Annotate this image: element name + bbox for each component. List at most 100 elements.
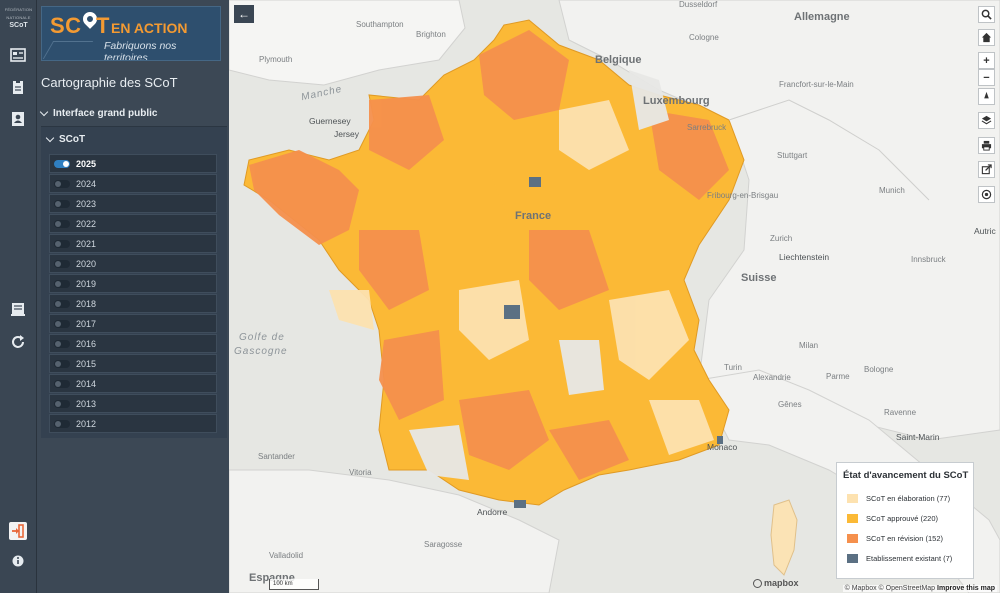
toggle-switch[interactable] xyxy=(54,399,70,408)
map-view[interactable]: ← Allemagne Belgique Luxembourg France S… xyxy=(229,0,1000,593)
label-city: Parme xyxy=(826,372,850,381)
label-guernesey: Guernesey xyxy=(309,116,351,126)
toggle-switch[interactable] xyxy=(54,219,70,228)
label-france: France xyxy=(515,210,552,222)
search-icon[interactable] xyxy=(978,6,995,23)
dashboard-icon[interactable] xyxy=(9,46,27,64)
mapbox-logo-icon xyxy=(753,578,762,588)
label-allemagne: Allemagne xyxy=(794,11,850,23)
section-interface-grand-public[interactable]: Interface grand public xyxy=(39,107,158,119)
year-toggle-2019[interactable]: 2019 xyxy=(49,274,217,293)
year-toggle-2016[interactable]: 2016 xyxy=(49,334,217,353)
label-autriche: Autric xyxy=(974,226,996,236)
side-panel: SC T EN ACTION Fabriquons nos territoire… xyxy=(37,0,229,593)
toggle-switch[interactable] xyxy=(54,239,70,248)
toggle-switch[interactable] xyxy=(54,299,70,308)
logo-text-sc: SC xyxy=(50,13,82,38)
document-icon[interactable] xyxy=(9,300,27,318)
back-arrow-button[interactable]: ← xyxy=(234,5,254,23)
toggle-switch[interactable] xyxy=(54,159,70,168)
print-icon[interactable] xyxy=(978,137,995,154)
legend-label: SCoT en révision (152) xyxy=(866,534,943,543)
year-label: 2012 xyxy=(76,418,97,429)
year-toggle-2015[interactable]: 2015 xyxy=(49,354,217,373)
zoom-out-icon[interactable]: − xyxy=(978,69,995,86)
year-toggle-2024[interactable]: 2024 xyxy=(49,174,217,193)
layers-icon[interactable] xyxy=(978,112,995,129)
year-toggle-2014[interactable]: 2014 xyxy=(49,374,217,393)
year-label: 2017 xyxy=(76,318,97,329)
label-city: Southampton xyxy=(356,20,404,29)
target-icon[interactable] xyxy=(978,186,995,203)
toggle-switch[interactable] xyxy=(54,419,70,428)
year-label: 2018 xyxy=(76,298,97,309)
section-label: Interface grand public xyxy=(53,108,158,119)
toggle-switch[interactable] xyxy=(54,279,70,288)
label-city: Vitoria xyxy=(349,468,372,477)
year-toggle-2023[interactable]: 2023 xyxy=(49,194,217,213)
compass-icon[interactable] xyxy=(978,88,995,105)
label-luxembourg: Luxembourg xyxy=(643,95,710,107)
label-city: Milan xyxy=(799,341,819,350)
year-toggle-2012[interactable]: 2012 xyxy=(49,414,217,433)
label-city: Francfort-sur-le-Main xyxy=(779,80,854,89)
subsection-label: SCoT xyxy=(59,134,86,145)
toggle-switch[interactable] xyxy=(54,339,70,348)
label-suisse: Suisse xyxy=(741,272,777,284)
zoom-in-icon[interactable]: + xyxy=(978,52,995,69)
year-toggle-2017[interactable]: 2017 xyxy=(49,314,217,333)
map-attribution: © Mapbox © OpenStreetMap Improve this ma… xyxy=(842,585,997,592)
toggle-switch[interactable] xyxy=(54,179,70,188)
label-city: Innsbruck xyxy=(911,255,946,264)
clipboard-icon[interactable] xyxy=(9,78,27,96)
logout-icon[interactable] xyxy=(9,522,27,540)
label-gascogne: Gascogne xyxy=(234,346,288,357)
label-city: Fribourg-en-Brisgau xyxy=(707,191,779,200)
toggle-switch[interactable] xyxy=(54,319,70,328)
share-icon[interactable] xyxy=(978,161,995,178)
legend-swatch xyxy=(847,514,858,523)
year-toggle-2013[interactable]: 2013 xyxy=(49,394,217,413)
year-toggle-2018[interactable]: 2018 xyxy=(49,294,217,313)
scot-subsection: SCoT 2025 2024 2023 2022 2021 2020 2019 2018 201… xyxy=(41,126,227,438)
scale-bar: 100 km xyxy=(269,579,319,590)
toggle-switch[interactable] xyxy=(54,259,70,268)
label-city: Brighton xyxy=(416,30,446,39)
improve-map-link[interactable]: Improve this map xyxy=(937,585,995,592)
refresh-icon[interactable] xyxy=(9,333,27,351)
year-label: 2013 xyxy=(76,398,97,409)
subsection-scot-header[interactable]: SCoT xyxy=(45,133,86,145)
legend-label: Etablissement existant (7) xyxy=(866,554,953,563)
year-label: 2015 xyxy=(76,358,97,369)
legend-item: SCoT en révision (152) xyxy=(847,534,943,543)
legend-item: Etablissement existant (7) xyxy=(847,554,952,563)
year-toggle-2022[interactable]: 2022 xyxy=(49,214,217,233)
toggle-switch[interactable] xyxy=(54,359,70,368)
map-legend: État d'avancement du SCoT SCoT en élabor… xyxy=(836,462,974,579)
year-toggle-2025[interactable]: 2025 xyxy=(49,154,217,173)
legend-swatch xyxy=(847,554,858,563)
year-toggle-2020[interactable]: 2020 xyxy=(49,254,217,273)
label-city: Munich xyxy=(879,186,905,195)
label-liechtenstein: Liechtenstein xyxy=(779,252,830,262)
attribution-text: © Mapbox © OpenStreetMap xyxy=(844,585,936,592)
year-toggle-2021[interactable]: 2021 xyxy=(49,234,217,253)
brand-logo: FÉDÉRATION NATIONALE SCoT xyxy=(4,6,33,29)
info-icon[interactable] xyxy=(9,552,27,570)
toggle-switch[interactable] xyxy=(54,379,70,388)
toggle-switch[interactable] xyxy=(54,199,70,208)
label-city: Saint-Marin xyxy=(896,432,940,442)
panel-title: Cartographie des SCoT xyxy=(41,75,178,90)
mapbox-logo[interactable]: mapbox xyxy=(753,578,799,588)
brand-small-text: FÉDÉRATION NATIONALE xyxy=(4,7,33,20)
contacts-icon[interactable] xyxy=(9,110,27,128)
logo-text-en-action: EN ACTION xyxy=(111,20,188,36)
year-label: 2022 xyxy=(76,218,97,229)
label-city: Gênes xyxy=(778,400,802,409)
label-jersey: Jersey xyxy=(334,129,360,139)
home-icon[interactable] xyxy=(978,29,995,46)
mapbox-logo-text: mapbox xyxy=(764,578,799,588)
label-city: Turin xyxy=(724,363,742,372)
legend-swatch xyxy=(847,534,858,543)
label-monaco: Monaco xyxy=(707,442,738,452)
